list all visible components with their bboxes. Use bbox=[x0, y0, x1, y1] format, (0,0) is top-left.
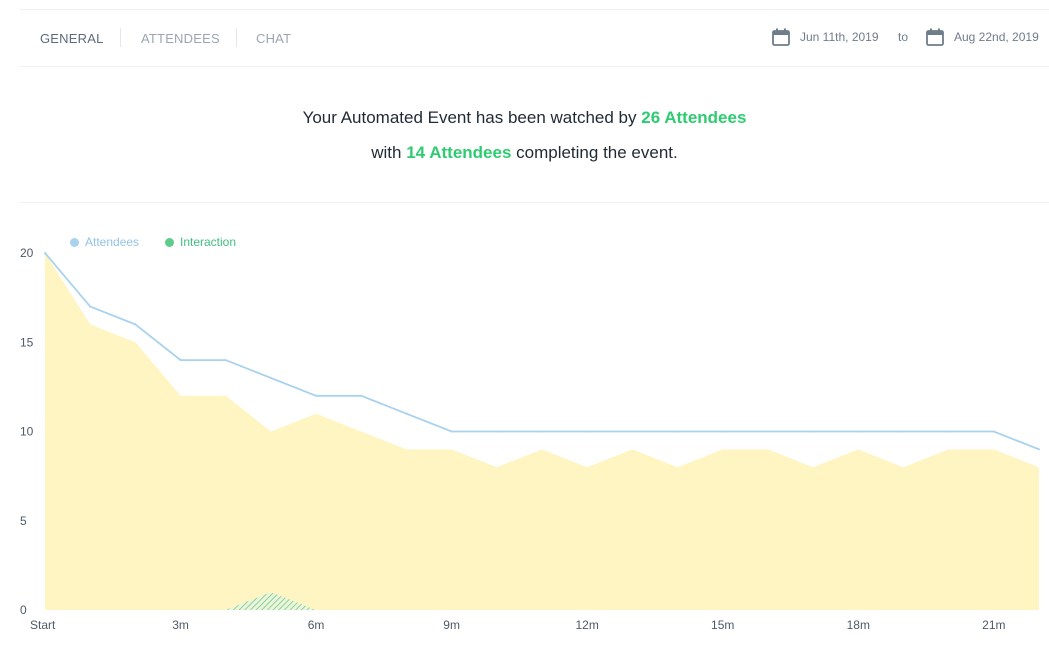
tab-separator bbox=[236, 28, 237, 47]
x-tick-label: 3m bbox=[172, 618, 189, 632]
x-tick-label: 9m bbox=[443, 618, 460, 632]
attendees-point bbox=[947, 430, 950, 433]
attendees-point bbox=[766, 430, 769, 433]
legend-interaction[interactable]: Interaction bbox=[165, 235, 236, 249]
summary-text: Your Automated Event has been watched by bbox=[302, 108, 642, 127]
attendees-point bbox=[179, 359, 182, 362]
legend-attendees[interactable]: Attendees bbox=[70, 235, 139, 249]
tab-bar: GENERAL ATTENDEES CHAT Jun 11th, 2019 to… bbox=[20, 10, 1049, 67]
tab-chat[interactable]: CHAT bbox=[256, 31, 292, 46]
legend-label: Interaction bbox=[180, 235, 237, 249]
tab-general[interactable]: GENERAL bbox=[40, 31, 104, 46]
summary-line-2: with 14 Attendees completing the event. bbox=[0, 143, 1049, 163]
x-tick-label: 18m bbox=[847, 618, 870, 632]
attendees-point bbox=[631, 430, 634, 433]
attendees-point bbox=[721, 430, 724, 433]
attendees-point bbox=[450, 430, 453, 433]
x-tick-label: 15m bbox=[711, 618, 734, 632]
tab-separator bbox=[120, 28, 121, 47]
attendees-point bbox=[269, 376, 272, 379]
attendees-point bbox=[541, 430, 543, 433]
legend-dot bbox=[165, 238, 174, 247]
x-tick-label: 12m bbox=[576, 618, 599, 632]
x-tick-label: 21m bbox=[982, 618, 1005, 632]
summary-line-1: Your Automated Event has been watched by… bbox=[0, 108, 1049, 128]
attendees-point bbox=[992, 430, 995, 433]
attendees-point bbox=[89, 305, 92, 308]
date-to-label: to bbox=[898, 30, 909, 44]
attendees-point bbox=[44, 252, 46, 254]
y-tick-label: 15 bbox=[20, 335, 34, 349]
summary-text: with bbox=[371, 143, 407, 162]
interaction-area bbox=[45, 592, 1039, 610]
attendees-point bbox=[134, 323, 137, 326]
attendees-point bbox=[857, 430, 860, 433]
attendees-point bbox=[360, 394, 363, 397]
attendees-point bbox=[315, 394, 318, 397]
calendar-icon[interactable] bbox=[925, 27, 945, 47]
summary-text: completing the event. bbox=[511, 143, 678, 162]
y-tick-label: 10 bbox=[20, 425, 34, 439]
attendees-point bbox=[405, 412, 408, 415]
attendees-point bbox=[902, 430, 905, 433]
tab-attendees[interactable]: ATTENDEES bbox=[141, 31, 220, 46]
x-tick-label: Start bbox=[30, 618, 56, 632]
date-to[interactable]: Aug 22nd, 2019 bbox=[954, 30, 1039, 44]
attendees-point bbox=[1038, 448, 1040, 451]
section-divider bbox=[20, 202, 1049, 203]
attendees-point bbox=[586, 430, 589, 433]
attendees-point bbox=[676, 430, 679, 433]
attendees-point bbox=[495, 430, 498, 433]
y-tick-label: 20 bbox=[20, 246, 34, 260]
watched-count: 26 Attendees bbox=[641, 108, 747, 127]
y-tick-label: 0 bbox=[20, 603, 27, 617]
completion-area bbox=[45, 253, 1039, 610]
attendees-point bbox=[812, 430, 815, 433]
legend-label: Attendees bbox=[85, 235, 140, 249]
x-tick-label: 6m bbox=[308, 618, 325, 632]
legend-dot bbox=[70, 238, 79, 247]
completed-count: 14 Attendees bbox=[406, 143, 512, 162]
top-border bbox=[20, 9, 1049, 10]
date-from[interactable]: Jun 11th, 2019 bbox=[800, 30, 879, 44]
attendees-point bbox=[224, 359, 227, 362]
calendar-icon[interactable] bbox=[771, 27, 791, 47]
y-tick-label: 5 bbox=[20, 514, 27, 528]
